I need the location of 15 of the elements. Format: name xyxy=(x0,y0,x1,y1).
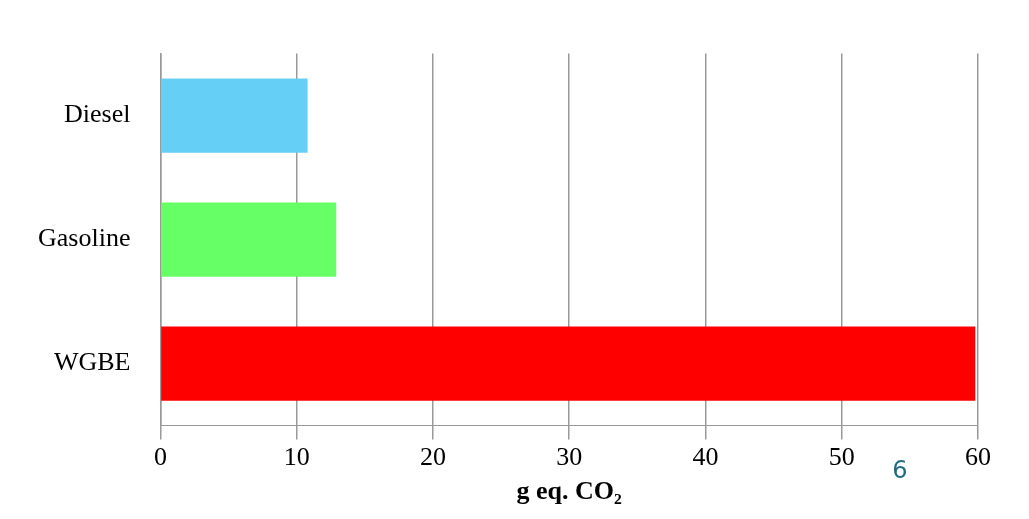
bar xyxy=(161,78,308,153)
x-tick-label: 50 xyxy=(828,442,855,472)
bar xyxy=(161,326,976,401)
y-tick-label: WGBE xyxy=(53,347,131,377)
x-tick-label: 10 xyxy=(283,442,310,472)
x-tick-label: 30 xyxy=(556,442,583,472)
bar xyxy=(161,202,337,277)
y-tick-label: Gasoline xyxy=(38,223,131,253)
x-tick-label: 40 xyxy=(692,442,719,472)
y-tick-label: Diesel xyxy=(64,99,131,129)
x-axis-title: g eq. CO₂ xyxy=(516,476,623,506)
x-tick-label: 60 xyxy=(965,442,991,472)
x-tick-label: 0 xyxy=(153,442,167,472)
text: 6 xyxy=(892,456,908,484)
x-tick-label: 20 xyxy=(419,442,446,472)
